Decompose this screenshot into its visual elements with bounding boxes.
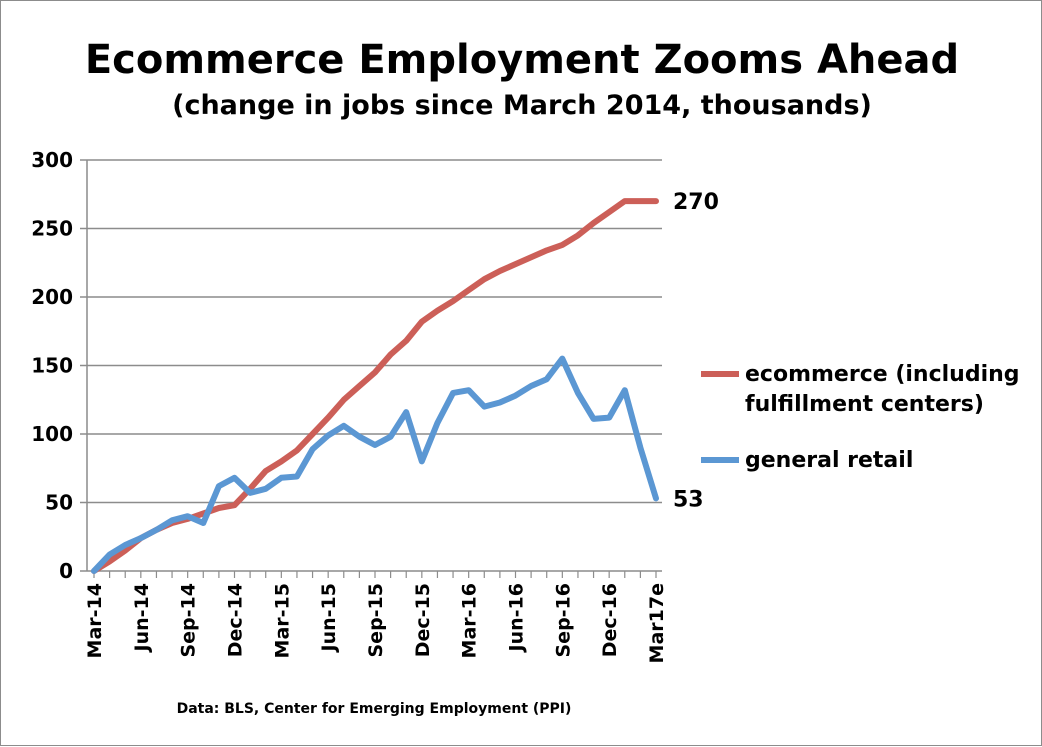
y-tick-label: 250 bbox=[31, 217, 73, 241]
x-tick-label: Dec-14 bbox=[225, 583, 247, 657]
y-tick-label: 100 bbox=[31, 422, 73, 446]
series-lines bbox=[91, 198, 659, 574]
end-label-0: 270 bbox=[673, 190, 719, 215]
x-tick-label: Jun-15 bbox=[318, 583, 340, 653]
y-tick-label: 300 bbox=[31, 148, 73, 172]
chart-title: Ecommerce Employment Zooms Ahead bbox=[85, 37, 959, 83]
y-tick-label: 200 bbox=[31, 285, 73, 309]
x-axis: Mar-14 Jun-14 Sep-14 Dec-14 Mar-15 Jun-15 Sep-… bbox=[84, 570, 668, 663]
chart-subtitle: (change in jobs since March 2014, thousa… bbox=[172, 90, 872, 121]
legend-label-0: ecommerce (including fulfillment centers) bbox=[745, 362, 1020, 417]
x-tick-label: Jun-16 bbox=[506, 583, 528, 653]
x-tick-label: Dec-15 bbox=[412, 583, 434, 657]
x-tick-label: Sep-15 bbox=[365, 583, 387, 658]
x-tick-label: Jun-14 bbox=[131, 583, 153, 653]
y-tick-label: 150 bbox=[31, 354, 73, 378]
y-axis: 0 50 100 150 200 250 300 bbox=[31, 148, 88, 583]
end-label-1: 53 bbox=[673, 487, 704, 512]
series-line-1 bbox=[91, 355, 659, 574]
x-tick-label: Sep-16 bbox=[552, 583, 574, 658]
legend: ecommerce (including fulfillment centers)… bbox=[701, 362, 1020, 473]
x-tick-label: Mar-16 bbox=[459, 583, 481, 658]
end-labels: 270 53 bbox=[673, 190, 719, 512]
x-tick-label: Mar-14 bbox=[84, 583, 106, 658]
gridlines bbox=[87, 159, 662, 504]
legend-label-1: general retail bbox=[745, 448, 913, 473]
x-tick-label: Sep-14 bbox=[178, 583, 200, 658]
x-tick-label: Dec-16 bbox=[599, 583, 621, 657]
y-tick-label: 50 bbox=[45, 491, 73, 515]
x-tick-label: Mar17e bbox=[646, 583, 668, 663]
x-tick-label: Mar-15 bbox=[271, 583, 293, 658]
source-note: Data: BLS, Center for Emerging Employmen… bbox=[177, 701, 572, 717]
y-tick-label: 0 bbox=[59, 559, 73, 583]
